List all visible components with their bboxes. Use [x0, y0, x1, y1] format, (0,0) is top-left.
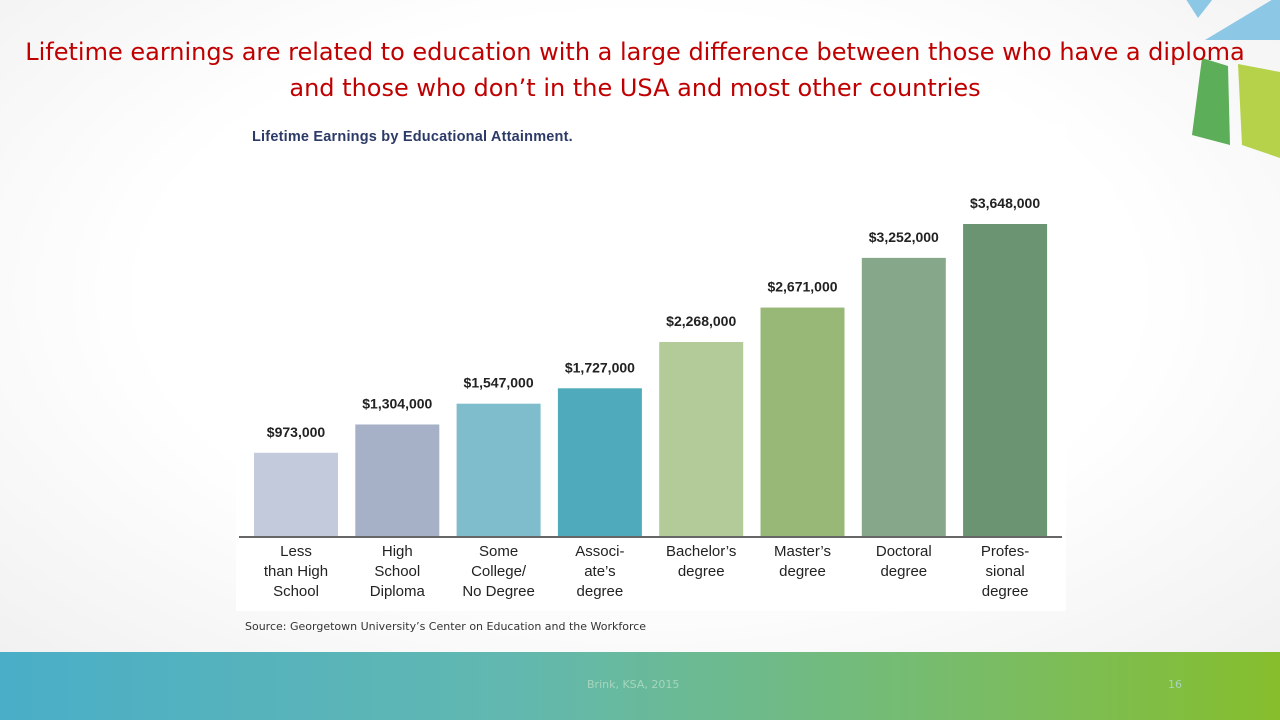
bar-value-label: $3,648,000: [970, 195, 1040, 211]
bar: [861, 257, 946, 536]
deco-shape-green: [1192, 58, 1230, 145]
footer-band: [0, 652, 1280, 720]
category-label: Doctoral degree: [876, 543, 932, 580]
slide-title: Lifetime earnings are related to educati…: [25, 38, 1245, 102]
category-label: Some College/No Degree: [462, 543, 535, 600]
category-label: Master’s degree: [774, 543, 831, 580]
footer-author: Brink, KSA, 2015: [587, 678, 680, 691]
bar: [760, 307, 845, 536]
bar-value-label: $1,547,000: [464, 375, 534, 391]
bar: [659, 342, 744, 536]
category-label: Associ-ate’s degree: [575, 543, 624, 600]
deco-shape-blue-right: [1205, 0, 1280, 40]
chart-panel: Lifetime Earnings by Educational Attainm…: [236, 123, 1066, 611]
bar: [456, 403, 541, 536]
bar-value-label: $1,727,000: [565, 359, 635, 375]
category-label: Profes-sional degree: [981, 543, 1029, 600]
chart-title: Lifetime Earnings by Educational Attainm…: [252, 129, 573, 145]
bar-value-label: $2,671,000: [767, 279, 837, 295]
bar: [963, 224, 1048, 536]
decorative-logo-shapes: [1186, 0, 1280, 158]
bar: [557, 388, 642, 536]
bar-value-label: $3,252,000: [869, 229, 939, 245]
bar-chart: $973,000 Less than High School $1,304,000 Hig…: [239, 195, 1062, 600]
category-label: High School Diploma: [370, 543, 426, 600]
deco-shape-blue-top: [1186, 0, 1213, 18]
bar: [355, 424, 440, 536]
bar-value-label: $2,268,000: [666, 313, 736, 329]
category-label: Less than High School: [264, 543, 328, 600]
source-note: Source: Georgetown University’s Center o…: [245, 620, 647, 633]
category-label: Bachelor’s degree: [666, 543, 736, 580]
bar-value-label: $1,304,000: [362, 395, 432, 411]
bar: [254, 452, 338, 536]
page-number: 16: [1168, 678, 1182, 691]
deco-shape-lime: [1238, 64, 1280, 158]
bar-value-label: $973,000: [267, 424, 326, 440]
